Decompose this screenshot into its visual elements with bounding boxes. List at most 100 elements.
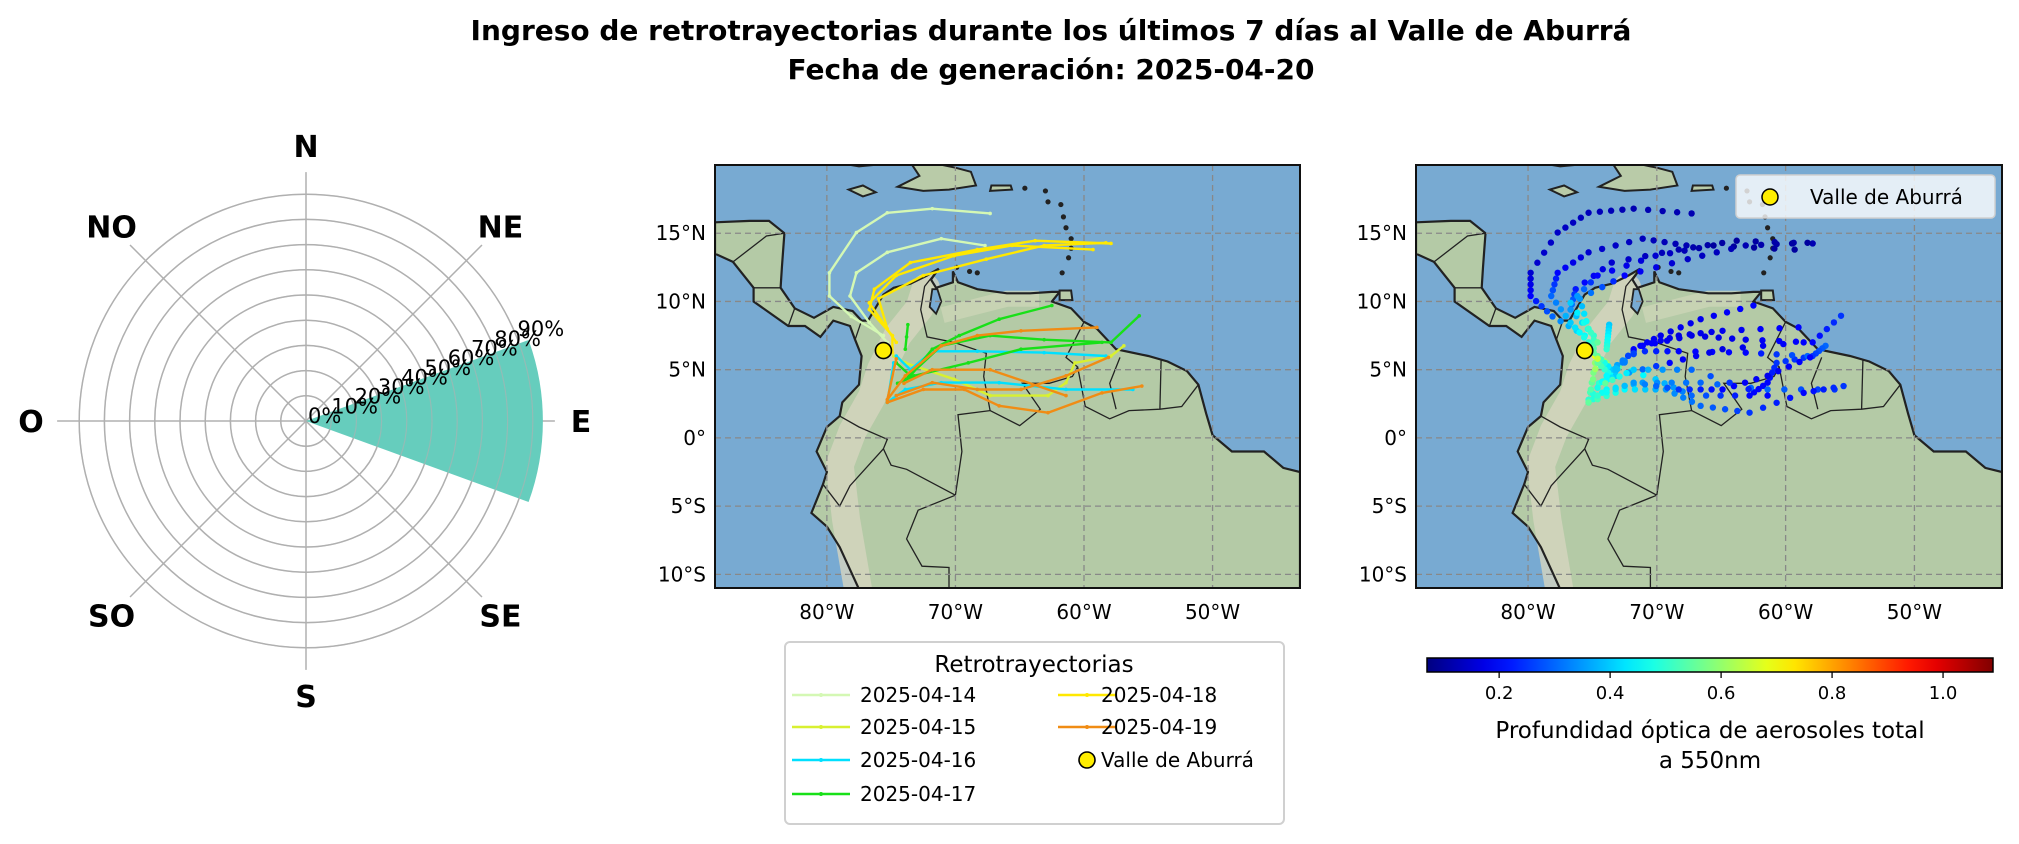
legend-label: 2025-04-14 bbox=[860, 683, 976, 707]
aod-point bbox=[1675, 246, 1682, 253]
site-legend-label: Valle de Aburrá bbox=[1810, 185, 1963, 209]
trajectory-point bbox=[1019, 387, 1023, 392]
aod-point bbox=[1652, 382, 1660, 390]
small-island bbox=[1767, 255, 1773, 261]
basemap bbox=[715, 165, 1300, 588]
radial-tick-label: 20% bbox=[355, 385, 402, 409]
aod-point bbox=[1576, 329, 1583, 336]
aod-point bbox=[1527, 286, 1534, 294]
aod-point bbox=[1630, 366, 1637, 373]
wind-rose-polar-chart: N NE E SE S SO O NO 0%10%20%30%40%50%60%70%80%90… bbox=[18, 130, 591, 715]
aod-point bbox=[1580, 285, 1588, 293]
aod-point bbox=[1719, 386, 1726, 393]
trajectory-point bbox=[984, 257, 989, 261]
aod-point bbox=[1823, 325, 1831, 333]
small-island bbox=[1065, 255, 1072, 261]
aod-point bbox=[1639, 366, 1646, 373]
trajectory-point bbox=[1042, 350, 1046, 355]
aod-point bbox=[1659, 207, 1666, 215]
aod-point bbox=[1599, 266, 1606, 273]
aod-point bbox=[1637, 257, 1645, 264]
lon-tick-label: 80°W bbox=[1500, 600, 1555, 624]
trajectory-point bbox=[1137, 313, 1142, 318]
aod-point bbox=[1664, 348, 1671, 355]
trajectory-point bbox=[848, 294, 852, 298]
aod-point bbox=[1697, 315, 1704, 323]
trajectory-point bbox=[885, 210, 890, 215]
aod-point bbox=[1652, 362, 1660, 370]
aod-point bbox=[1753, 376, 1760, 383]
aod-point bbox=[1688, 366, 1695, 373]
aod-point bbox=[1795, 324, 1802, 331]
trajectory-point bbox=[876, 296, 881, 301]
aod-point bbox=[1759, 382, 1767, 390]
trajectory-legend: Retrotrayectorias 2025-04-14 2025-04-15 20… bbox=[784, 641, 1285, 825]
aod-point bbox=[1642, 386, 1649, 393]
polar-grid-spoke bbox=[129, 244, 307, 422]
aod-point bbox=[1567, 319, 1574, 326]
aod-point bbox=[1717, 392, 1724, 399]
trajectory-line-2025-04-19 bbox=[895, 356, 1109, 397]
aod-point bbox=[1640, 371, 1647, 379]
small-island bbox=[966, 268, 973, 275]
country-border bbox=[1523, 448, 1586, 508]
direction-label-S: S bbox=[295, 680, 317, 715]
radial-tick-label: 80% bbox=[494, 327, 541, 351]
highlands-venezuela bbox=[1642, 290, 1741, 323]
trajectory-point bbox=[975, 333, 980, 338]
trajectory-point bbox=[1095, 325, 1099, 330]
aod-point bbox=[1759, 342, 1767, 349]
aod-point bbox=[1697, 386, 1704, 393]
trajectory-line-2025-04-16 bbox=[895, 350, 1106, 371]
trajectory-point bbox=[902, 381, 906, 386]
aod-point bbox=[1664, 384, 1671, 391]
lon-tick-label: 80°W bbox=[799, 600, 854, 624]
aod-point bbox=[1728, 335, 1736, 342]
land-south-america bbox=[1416, 220, 2002, 588]
trajectory-point bbox=[997, 380, 1001, 385]
andes-highlands bbox=[1526, 273, 1642, 588]
aod-point bbox=[1830, 384, 1837, 391]
aod-point bbox=[1609, 376, 1616, 384]
aod-point bbox=[1773, 351, 1780, 358]
colorbar-tick-label: 1.0 bbox=[1929, 683, 1958, 704]
aod-point bbox=[1668, 260, 1676, 267]
trajectory-point bbox=[921, 273, 926, 278]
aod-point bbox=[1637, 268, 1644, 275]
aod-point bbox=[1791, 246, 1798, 253]
trajectory-point bbox=[1050, 303, 1054, 308]
aod-point bbox=[1585, 249, 1592, 256]
aod-point bbox=[1644, 366, 1652, 373]
aod-point bbox=[1567, 306, 1574, 313]
aod-point bbox=[1671, 390, 1678, 397]
lon-tick-label: 70°W bbox=[928, 600, 983, 624]
trajectory-point bbox=[1100, 340, 1104, 345]
aod-point bbox=[1594, 339, 1601, 346]
aod-point bbox=[1552, 299, 1560, 306]
site-legend-frame bbox=[1735, 174, 1996, 219]
aod-point bbox=[1840, 382, 1847, 390]
trajectory-point bbox=[894, 354, 899, 358]
aod-point bbox=[1625, 256, 1632, 263]
aod-point bbox=[1742, 336, 1749, 343]
trajectory-point bbox=[1073, 361, 1077, 365]
aod-point bbox=[1792, 338, 1800, 345]
trajectory-line-2025-04-18 bbox=[868, 244, 1094, 344]
site-marker-valle-de-aburra bbox=[1575, 341, 1594, 360]
polar-grid-spoke bbox=[305, 420, 483, 598]
aod-point bbox=[1726, 379, 1733, 386]
aod-point bbox=[1715, 334, 1722, 341]
aod-point bbox=[1581, 310, 1588, 317]
polar-bar-E bbox=[306, 339, 543, 503]
aod-point bbox=[1697, 329, 1704, 337]
trajectory-point bbox=[997, 404, 1001, 408]
aod-point bbox=[1657, 337, 1664, 344]
lat-tick-label: 15°N bbox=[656, 221, 706, 245]
trajectory-point bbox=[908, 260, 913, 265]
trajectory-point bbox=[885, 400, 890, 405]
trajectory-point bbox=[930, 206, 935, 211]
aod-point bbox=[1686, 386, 1693, 393]
aod-point bbox=[1690, 244, 1697, 251]
direction-label-SO: SO bbox=[88, 599, 135, 634]
aod-point bbox=[1707, 372, 1714, 380]
